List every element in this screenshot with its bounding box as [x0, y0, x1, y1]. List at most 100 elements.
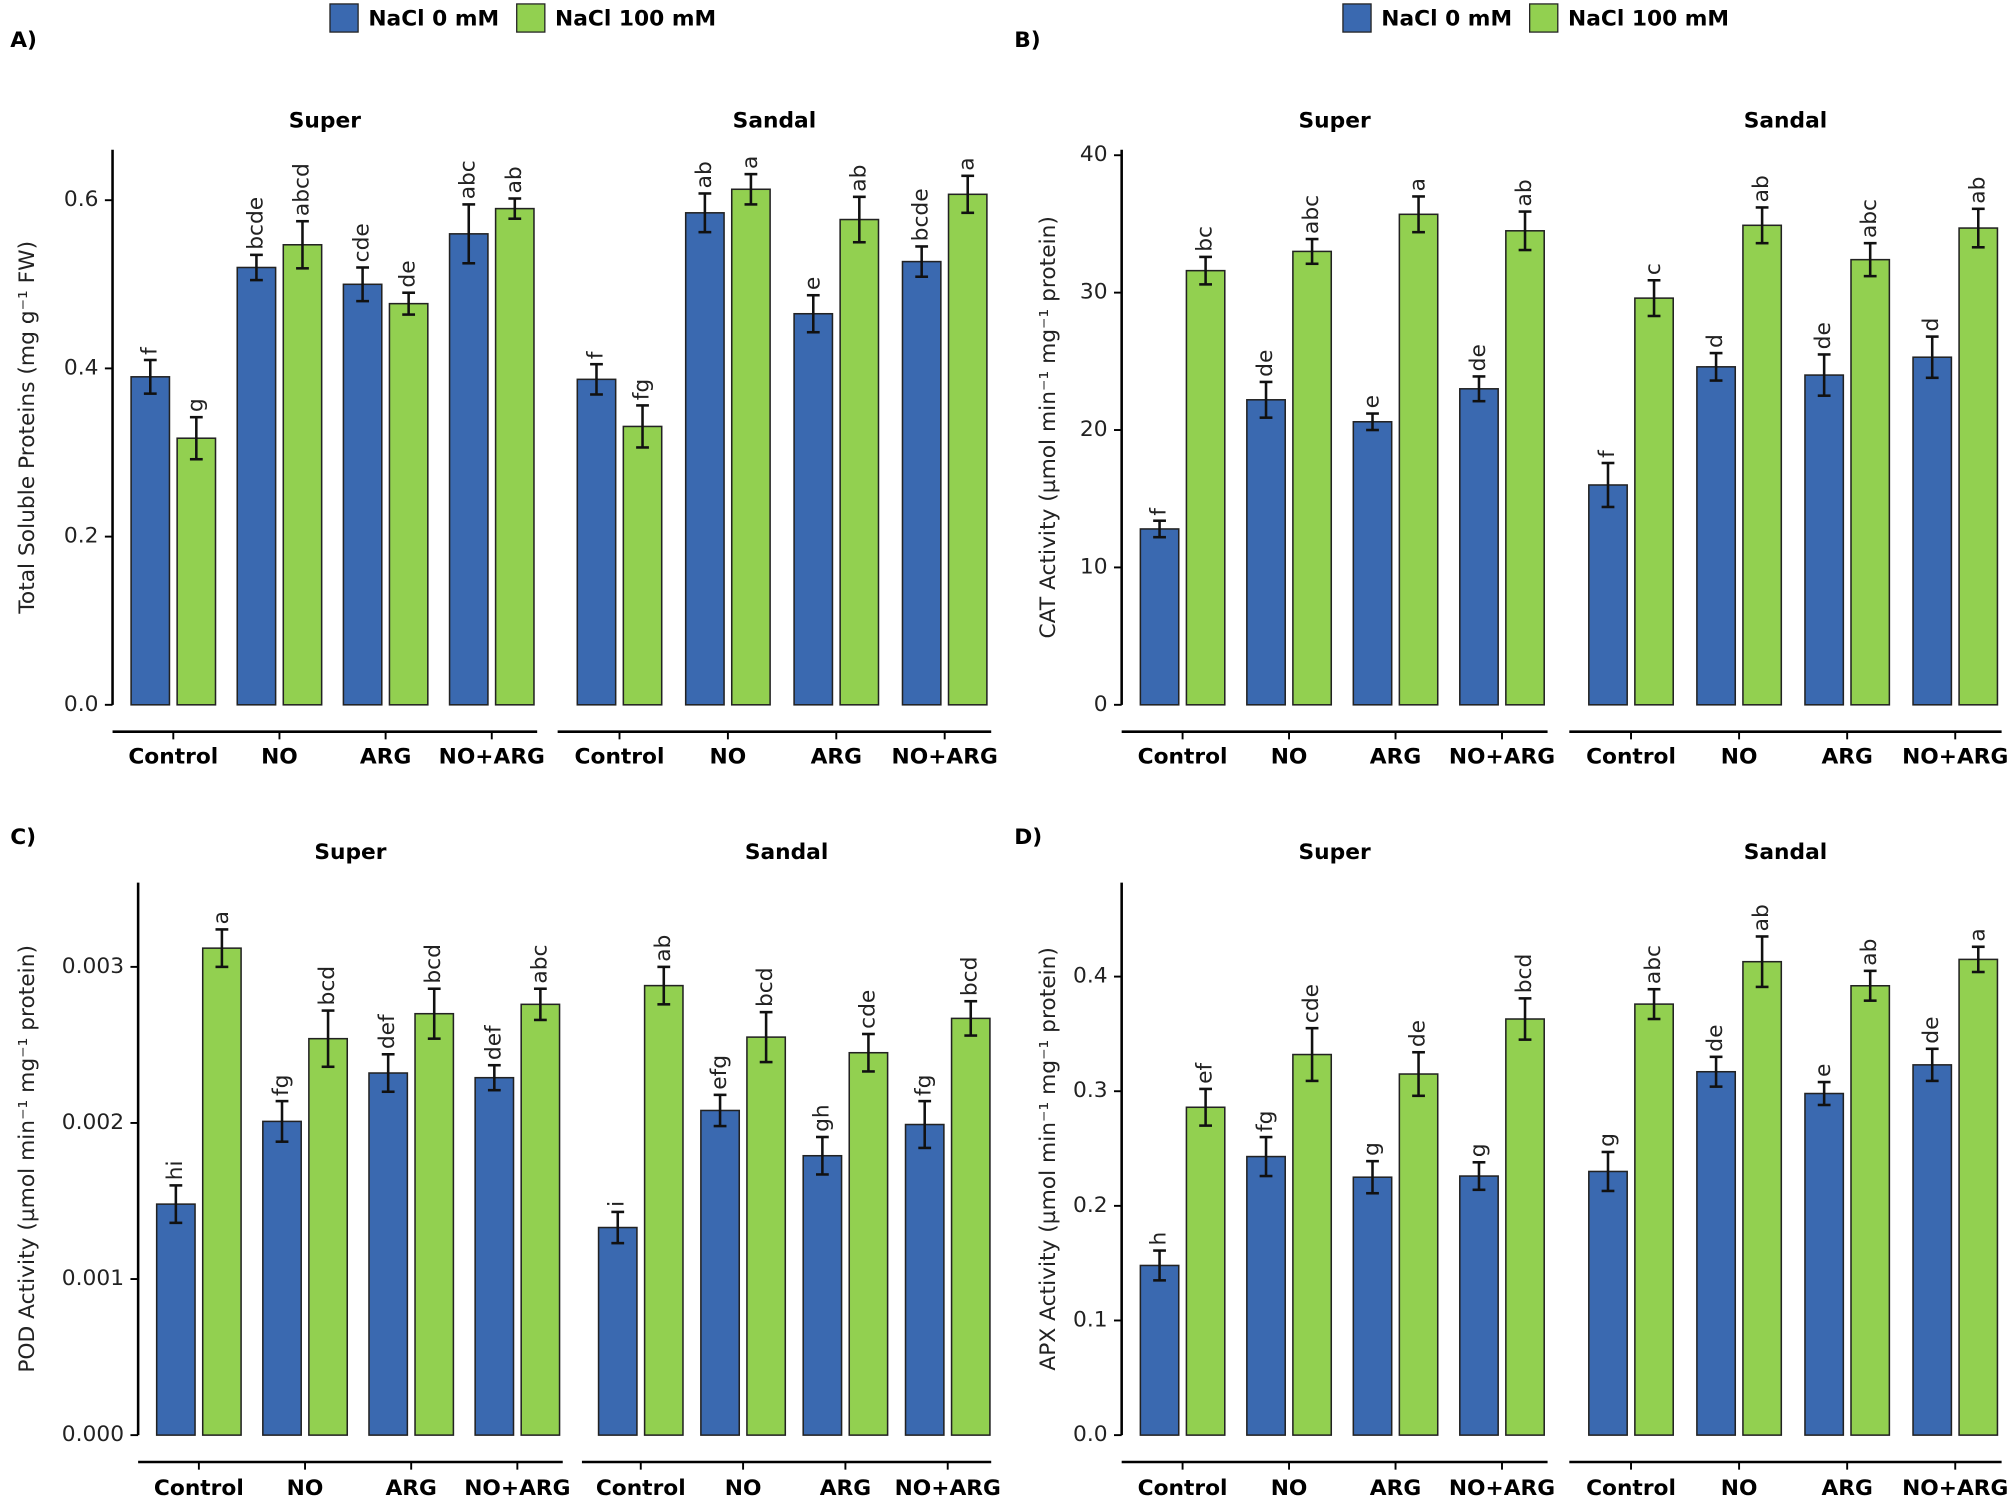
x-tick-label: Control: [575, 744, 665, 769]
bar: [342, 283, 383, 706]
facet-title: Super: [289, 109, 361, 134]
panel-label: A): [10, 28, 37, 53]
x-tick-label: NO+ARG: [439, 744, 545, 769]
significance-letter: bcd: [753, 967, 778, 1007]
significance-letter: de: [1253, 350, 1278, 377]
significance-letter: de: [1406, 1020, 1431, 1047]
bar: [730, 188, 771, 706]
significance-letter: e: [1360, 395, 1385, 408]
x-tick-label: ARG: [1370, 744, 1421, 769]
x-tick-label: NO: [710, 744, 747, 769]
bar: [1912, 1064, 1953, 1436]
significance-letter: bcd: [958, 957, 983, 997]
significance-letter: ab: [846, 165, 871, 192]
bar: [643, 984, 684, 1436]
bar: [684, 212, 725, 706]
significance-letter: i: [605, 1201, 630, 1207]
x-tick-label: Control: [1138, 1476, 1228, 1501]
facet-title: Super: [1299, 840, 1371, 865]
bar: [746, 1036, 787, 1436]
significance-letter: abcd: [289, 163, 314, 216]
significance-letter: f: [1595, 449, 1620, 458]
bar: [262, 1120, 302, 1436]
significance-letter: ab: [1965, 177, 1990, 204]
y-tick-label: 0.2: [1073, 1193, 1108, 1218]
significance-letter: f: [1147, 507, 1172, 516]
significance-letter: a: [209, 911, 234, 924]
bar: [1804, 1092, 1845, 1436]
significance-letter: fg: [269, 1075, 294, 1096]
bar: [1850, 258, 1891, 706]
significance-letter: de: [1466, 344, 1491, 371]
bar: [1634, 1003, 1674, 1436]
y-tick-label: 0.003: [62, 954, 124, 979]
y-tick-label: 0.1: [1073, 1307, 1108, 1332]
bar: [1398, 213, 1439, 706]
significance-letter: bcde: [909, 188, 934, 241]
bar: [700, 1109, 741, 1436]
bar: [950, 1017, 991, 1436]
x-tick-label: NO+ARG: [464, 1476, 570, 1501]
x-tick-label: NO: [1721, 1476, 1758, 1501]
bar: [1139, 1264, 1180, 1436]
x-tick-label: NO+ARG: [1449, 744, 1555, 769]
facet-title: Super: [314, 840, 386, 865]
bar: [155, 1203, 196, 1436]
y-tick-label: 40: [1080, 142, 1108, 167]
facet-title: Super: [1299, 109, 1371, 134]
significance-letter: fg: [630, 379, 655, 400]
significance-letter: g: [1595, 1133, 1620, 1147]
bar: [1398, 1073, 1439, 1436]
bar: [1588, 484, 1628, 706]
significance-letter: abc: [456, 160, 481, 199]
x-tick-label: NO: [287, 1476, 324, 1501]
bar: [1850, 984, 1891, 1436]
significance-letter: def: [481, 1024, 506, 1060]
bar: [201, 947, 242, 1436]
x-tick-label: Control: [596, 1476, 686, 1501]
y-tick-label: 30: [1080, 280, 1108, 305]
significance-letter: abc: [1857, 199, 1882, 238]
significance-letter: f: [583, 350, 608, 359]
significance-letter: ab: [1512, 179, 1537, 206]
bar: [1459, 1175, 1499, 1436]
significance-letter: gh: [809, 1104, 834, 1132]
y-tick-label: 0.2: [64, 524, 99, 549]
bar: [130, 376, 171, 706]
bar: [236, 266, 277, 706]
x-tick-label: ARG: [1821, 744, 1872, 769]
y-axis-label: POD Activity (µmol min⁻¹ mg⁻¹ protein): [15, 945, 40, 1373]
bar: [1459, 388, 1499, 706]
bar: [839, 218, 880, 706]
significance-letter: efg: [707, 1055, 732, 1090]
y-tick-label: 0.3: [1073, 1078, 1108, 1103]
x-tick-label: NO: [1271, 1476, 1308, 1501]
significance-letter: e: [800, 277, 825, 290]
legend-swatch: [329, 3, 359, 33]
panel-label: C): [10, 825, 36, 850]
bar: [1696, 366, 1737, 706]
significance-letter: g: [1360, 1142, 1385, 1156]
bar: [802, 1154, 843, 1436]
bar: [1505, 1018, 1545, 1436]
legend-swatch: [1342, 3, 1372, 33]
significance-letter: abc: [527, 945, 552, 984]
bar: [597, 1226, 638, 1436]
x-tick-label: Control: [154, 1476, 244, 1501]
significance-letter: ab: [502, 166, 527, 193]
significance-letter: a: [1406, 178, 1431, 191]
bar: [1139, 528, 1180, 706]
x-tick-label: NO+ARG: [1902, 744, 2008, 769]
x-tick-label: ARG: [360, 744, 411, 769]
bar: [474, 1076, 515, 1436]
bar: [1246, 1155, 1286, 1436]
significance-letter: a: [738, 156, 763, 169]
panel-label: D): [1014, 825, 1042, 850]
facet-title: Sandal: [1744, 109, 1827, 134]
bar: [904, 1123, 945, 1436]
bar: [520, 1003, 561, 1436]
bar: [1505, 230, 1545, 706]
x-tick-label: NO: [725, 1476, 762, 1501]
bar: [368, 1072, 409, 1436]
